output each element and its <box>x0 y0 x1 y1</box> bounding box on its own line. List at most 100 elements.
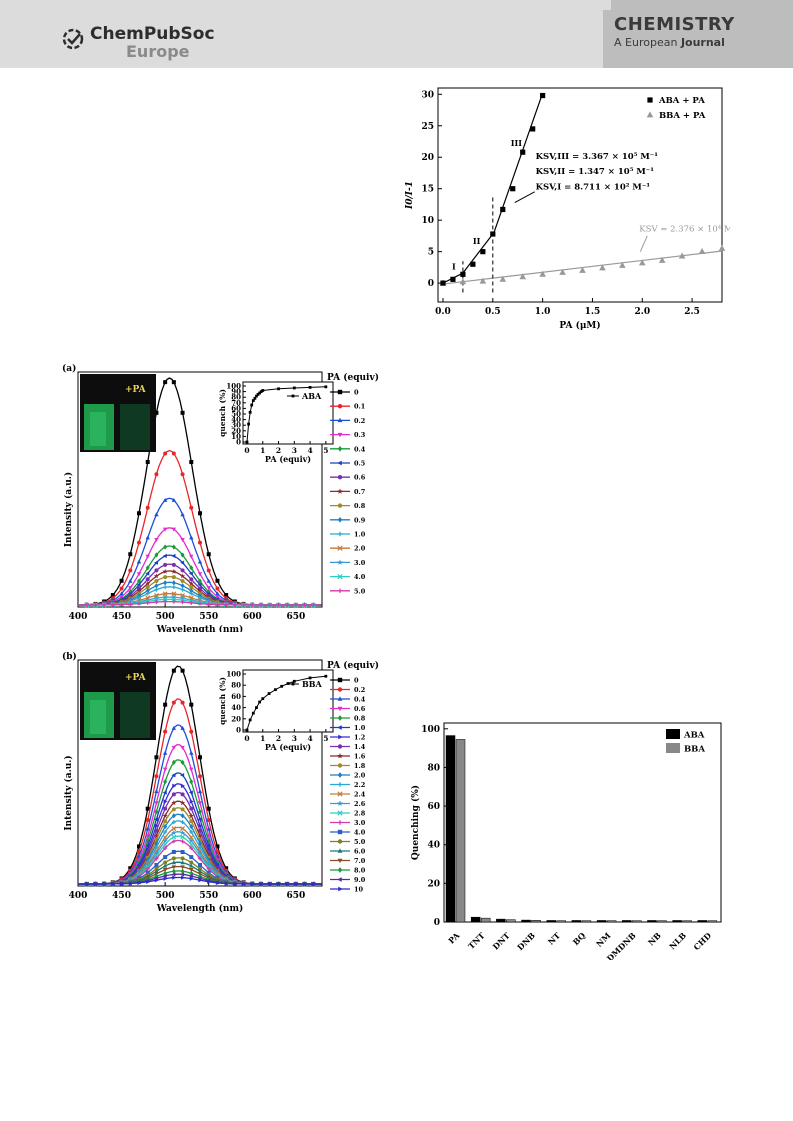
bar-bba <box>682 920 692 923</box>
spectrum-point <box>189 588 194 594</box>
legend-swatch-marker <box>337 460 342 466</box>
spectrum-point <box>153 573 160 579</box>
legend-label: ABA <box>683 731 705 741</box>
spectrum-point <box>119 591 124 596</box>
vial-photo-label: +PA <box>125 385 147 395</box>
spectrum-point <box>215 578 220 583</box>
inset-point <box>247 422 250 426</box>
spectrum-point <box>232 602 237 607</box>
vial-bright-glow <box>90 700 106 734</box>
spectrum-point <box>171 527 177 532</box>
inset-legend-marker <box>291 682 295 686</box>
spectrum-point <box>162 790 167 795</box>
aba-point <box>460 271 466 277</box>
spectrum-point <box>145 460 150 465</box>
spectrum-point <box>189 750 194 755</box>
legend-item-label: 0.4 <box>354 696 366 704</box>
spectrum-point <box>198 774 202 779</box>
region-iii-label: III <box>511 138 522 148</box>
spectrum-point <box>179 830 186 836</box>
bba-point <box>579 266 586 273</box>
category-label: NB <box>646 930 663 947</box>
bar-bba <box>556 920 566 923</box>
y-tick-label: 15 <box>421 185 434 195</box>
spectrum-point <box>188 813 194 819</box>
spectrum-point <box>154 472 159 477</box>
legend-item-label: 7.0 <box>354 857 366 865</box>
spectrum-point <box>171 830 177 836</box>
spectrum-point-stroke <box>171 834 177 840</box>
spectrum-point-stroke <box>198 601 202 606</box>
inset-y-tick-label: 0 <box>236 438 241 447</box>
inset-x-tick-label: 3 <box>292 446 297 455</box>
inset-legend-marker <box>291 394 295 398</box>
inset-point <box>292 386 296 390</box>
inset-frame <box>242 381 334 445</box>
spectrum-point <box>180 568 185 573</box>
spectrum-point <box>163 380 168 385</box>
spectrum-point <box>224 881 229 886</box>
inset-y-tick-label: 50 <box>231 410 241 419</box>
legend-swatch <box>666 743 680 753</box>
legend-swatch-marker <box>337 687 343 692</box>
region-ii-label: II <box>473 236 481 246</box>
spectrum-point <box>136 572 142 577</box>
legend-swatch-marker <box>337 696 343 701</box>
spectrum-point <box>171 591 177 597</box>
category-label: NT <box>546 930 562 946</box>
spectrum-point <box>180 872 185 877</box>
spectrum-point <box>215 591 220 596</box>
spectrum-point <box>180 834 185 840</box>
legend-item-label: 3.0 <box>354 559 366 567</box>
y-tick-label: 20 <box>421 153 434 163</box>
legend-item-label: 1.6 <box>354 753 366 761</box>
spectrum-point <box>198 877 203 883</box>
inset-x-label: PA (equiv) <box>265 454 311 464</box>
legend-swatch-marker-stroke <box>337 782 343 787</box>
spectrum-point <box>189 505 194 510</box>
spectrum-point <box>136 559 142 564</box>
spectrum-point <box>93 602 98 607</box>
spectrum-point <box>128 586 133 591</box>
spectrum-point <box>128 568 133 573</box>
spectrum-point <box>171 562 176 567</box>
spectrum-point <box>198 755 202 760</box>
legend-item-label: 2.0 <box>354 772 366 780</box>
spectrum-point <box>162 591 168 597</box>
spectrum-point <box>163 729 168 734</box>
legend-item-label: 0.9 <box>354 516 366 524</box>
vial-quenched <box>120 692 150 738</box>
legend-swatch-marker <box>337 800 343 806</box>
legend-item-label: 0.7 <box>354 488 365 496</box>
legend-item-label: 5.0 <box>354 587 366 595</box>
legend-swatch-marker-stroke <box>337 820 343 825</box>
journal-title: CHEMISTRY <box>614 14 735 35</box>
spectrum-point-stroke <box>162 597 168 602</box>
legend-aba-marker <box>647 97 653 103</box>
inset-y-tick-label: 60 <box>231 692 241 701</box>
spectrum-point <box>250 881 255 887</box>
spectrum-point-stroke <box>241 602 246 607</box>
legend-swatch-marker <box>337 432 343 438</box>
spectrum-point <box>153 833 160 839</box>
spectrum-point <box>171 585 176 590</box>
inset-point <box>251 399 255 402</box>
inset-x-tick-label: 0 <box>244 446 249 455</box>
spectrum-point <box>197 789 203 794</box>
bba-point <box>479 277 487 284</box>
bba-point <box>519 273 527 280</box>
spectrum-point <box>276 881 281 887</box>
spectrum-point <box>162 863 168 868</box>
x-tick-label: 1.5 <box>585 307 601 317</box>
bar-aba <box>596 920 607 923</box>
spectrum-point <box>154 845 159 850</box>
legend-swatch-marker <box>337 839 343 844</box>
inset-x-tick-label: 1 <box>260 446 265 455</box>
aba-point <box>520 149 526 155</box>
spectrum-point-stroke <box>163 585 168 590</box>
spectrum-point <box>180 826 185 831</box>
bar-bba <box>455 739 466 923</box>
spectrum-point <box>145 585 150 590</box>
category-label: NM <box>594 930 613 949</box>
spectrum-point-stroke <box>163 829 168 834</box>
